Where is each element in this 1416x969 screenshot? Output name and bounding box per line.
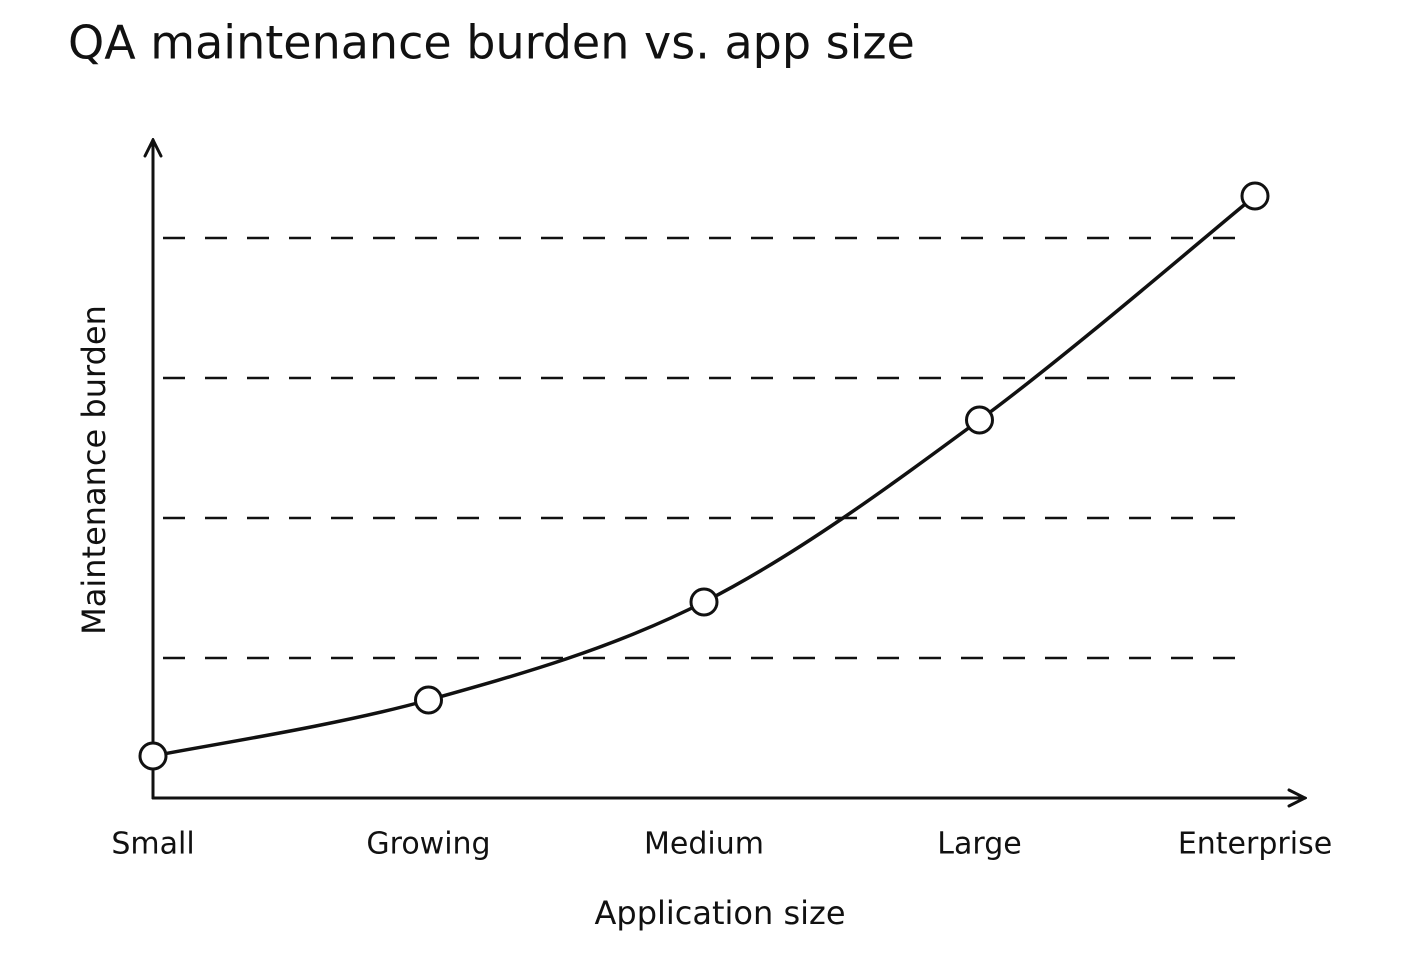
- y-axis-label: Maintenance burden: [75, 305, 113, 635]
- point: [965, 405, 994, 435]
- x-axis-label: Application size: [594, 894, 845, 932]
- point: [1240, 181, 1270, 211]
- point: [138, 741, 168, 771]
- line: [151, 194, 1257, 758]
- x-tick-label: Small: [111, 827, 194, 862]
- x-tick-label: Enterprise: [1178, 827, 1332, 862]
- x-tick-label: Large: [937, 827, 1021, 862]
- point: [414, 685, 443, 715]
- x-tick-label: Growing: [366, 827, 490, 862]
- x-tick-label: Medium: [644, 827, 764, 862]
- chart-title: QA maintenance burden vs. app size: [68, 16, 915, 70]
- point: [689, 587, 719, 617]
